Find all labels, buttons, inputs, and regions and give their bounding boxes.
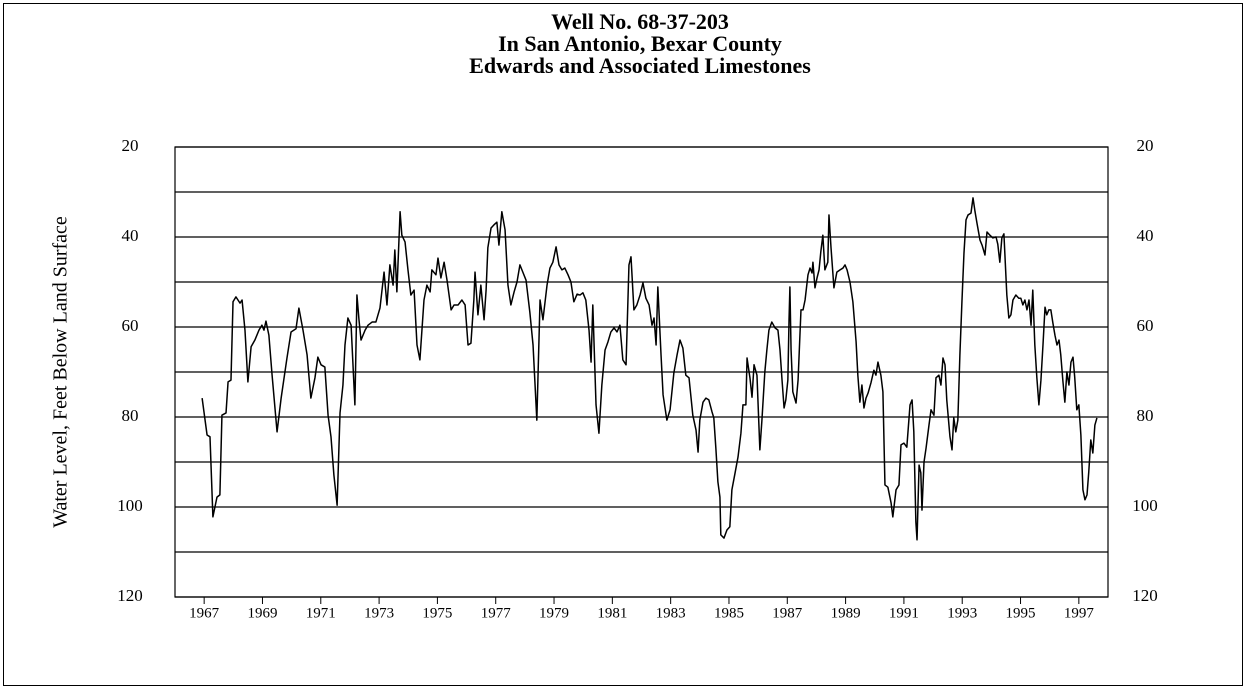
data-line <box>201 197 1098 541</box>
x-tick-label: 1993 <box>947 605 977 621</box>
x-tick-label: 1979 <box>539 605 569 621</box>
chart-title: Well No. 68-37-203 <box>551 9 729 34</box>
x-tick-label: 1995 <box>1006 605 1036 621</box>
y-tick-label: 80 <box>122 406 139 425</box>
x-tick-label: 1973 <box>364 605 394 621</box>
x-tick-label: 1987 <box>772 605 803 621</box>
y-tick-label: 60 <box>122 316 139 335</box>
y2-tick-label: 60 <box>1137 316 1154 335</box>
y2-tick-label: 80 <box>1137 406 1154 425</box>
x-tick-label: 1983 <box>656 605 686 621</box>
y-axis-label: Water Level, Feet Below Land Surface <box>50 216 72 528</box>
y2-tick-label: 40 <box>1137 226 1154 245</box>
x-tick-label: 1997 <box>1064 605 1095 621</box>
chart-frame <box>3 3 1243 686</box>
y-tick-label: 100 <box>117 496 143 515</box>
y2-tick-label: 120 <box>1132 586 1158 605</box>
y-tick-label: 40 <box>122 226 139 245</box>
x-tick-label: 1969 <box>247 605 277 621</box>
chart-title: Edwards and Associated Limestones <box>469 53 811 78</box>
y-tick-label: 120 <box>117 586 143 605</box>
x-tick-label: 1989 <box>831 605 861 621</box>
y2-tick-label: 20 <box>1137 136 1154 155</box>
x-tick-label: 1975 <box>422 605 452 621</box>
x-tick-label: 1977 <box>481 605 512 621</box>
x-tick-label: 1985 <box>714 605 744 621</box>
x-tick-label: 1971 <box>306 605 336 621</box>
chart-title: In San Antonio, Bexar County <box>498 31 782 56</box>
x-tick-label: 1981 <box>597 605 627 621</box>
x-tick-label: 1967 <box>189 605 220 621</box>
y2-tick-label: 100 <box>1132 496 1158 515</box>
x-tick-label: 1991 <box>889 605 919 621</box>
y-tick-label: 20 <box>122 136 139 155</box>
